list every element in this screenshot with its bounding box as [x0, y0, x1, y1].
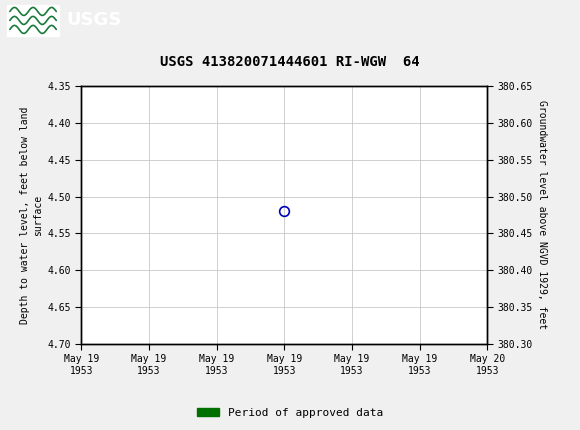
Legend: Period of approved data: Period of approved data	[193, 403, 387, 422]
Y-axis label: Depth to water level, feet below land
surface: Depth to water level, feet below land su…	[20, 106, 43, 324]
Bar	[7, 5, 59, 36]
Y-axis label: Groundwater level above NGVD 1929, feet: Groundwater level above NGVD 1929, feet	[537, 101, 547, 329]
Text: USGS 413820071444601 RI-WGW  64: USGS 413820071444601 RI-WGW 64	[160, 55, 420, 69]
Text: USGS: USGS	[66, 12, 121, 29]
